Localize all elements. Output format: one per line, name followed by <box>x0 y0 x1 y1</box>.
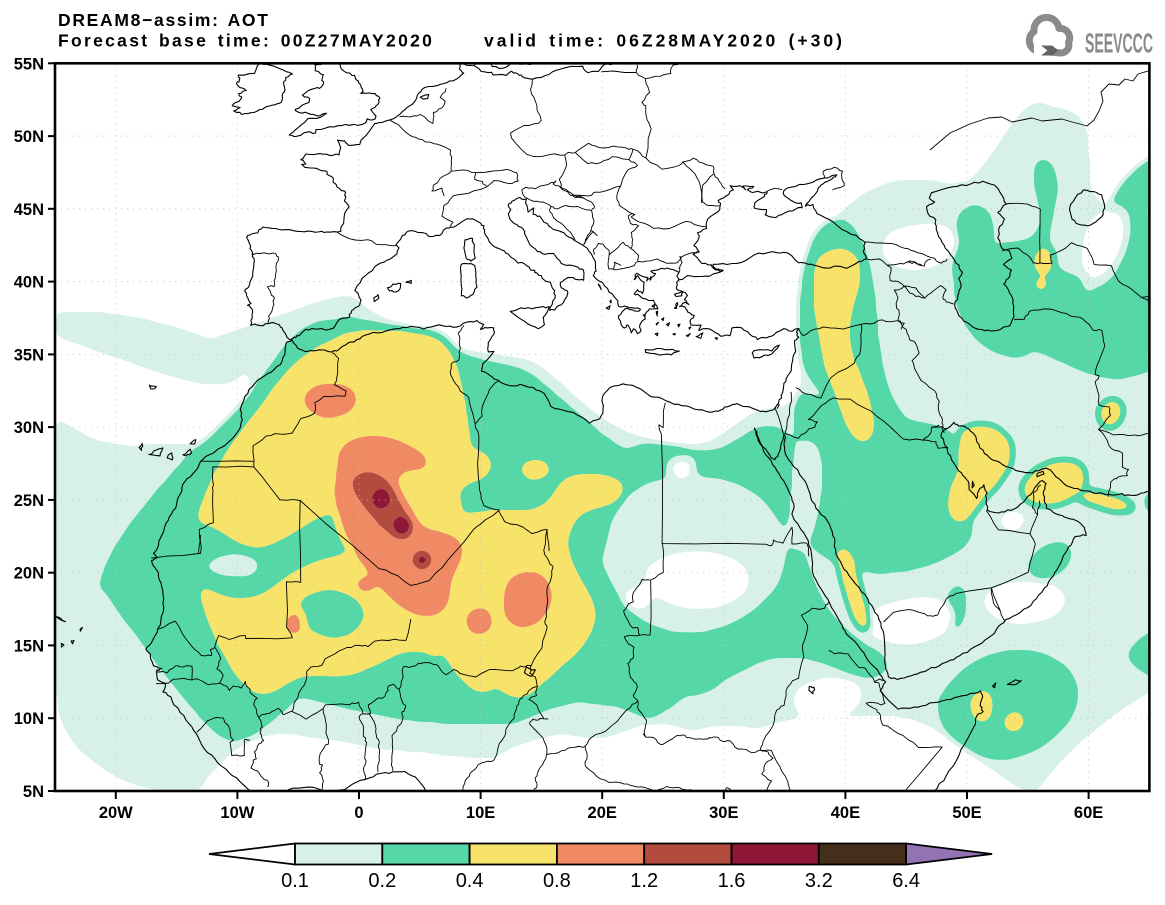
svg-text:3.2: 3.2 <box>805 870 833 892</box>
svg-text:0.1: 0.1 <box>281 870 309 892</box>
svg-text:20N: 20N <box>14 565 44 583</box>
svg-text:25N: 25N <box>14 492 44 510</box>
svg-text:SEEVCCC: SEEVCCC <box>1085 28 1153 59</box>
svg-text:0.4: 0.4 <box>456 870 484 892</box>
svg-text:50E: 50E <box>952 804 981 822</box>
svg-text:50N: 50N <box>14 128 44 146</box>
svg-text:60E: 60E <box>1074 804 1103 822</box>
svg-text:10W: 10W <box>220 804 254 822</box>
svg-text:40N: 40N <box>14 274 44 292</box>
svg-text:15N: 15N <box>14 637 44 655</box>
svg-text:55N: 55N <box>14 55 44 73</box>
svg-text:20E: 20E <box>588 804 617 822</box>
svg-text:35N: 35N <box>14 346 44 364</box>
svg-text:10E: 10E <box>466 804 495 822</box>
svg-text:6.4: 6.4 <box>892 870 920 892</box>
svg-text:Forecast base time: 00Z27MAY20: Forecast base time: 00Z27MAY2020 <box>58 31 434 51</box>
svg-text:valid time: 06Z28MAY2020 (+30): valid time: 06Z28MAY2020 (+30) <box>484 31 845 51</box>
svg-text:20W: 20W <box>99 804 133 822</box>
svg-text:0.8: 0.8 <box>543 870 571 892</box>
svg-text:30N: 30N <box>14 419 44 437</box>
svg-text:10N: 10N <box>14 710 44 728</box>
svg-text:45N: 45N <box>14 201 44 219</box>
svg-text:1.6: 1.6 <box>718 870 746 892</box>
svg-text:40E: 40E <box>831 804 860 822</box>
svg-text:5N: 5N <box>23 783 44 801</box>
svg-text:0: 0 <box>354 804 363 822</box>
svg-text:1.2: 1.2 <box>630 870 658 892</box>
svg-text:30E: 30E <box>709 804 738 822</box>
svg-text:0.2: 0.2 <box>368 870 396 892</box>
svg-text:DREAM8−assim: AOT: DREAM8−assim: AOT <box>58 10 270 30</box>
